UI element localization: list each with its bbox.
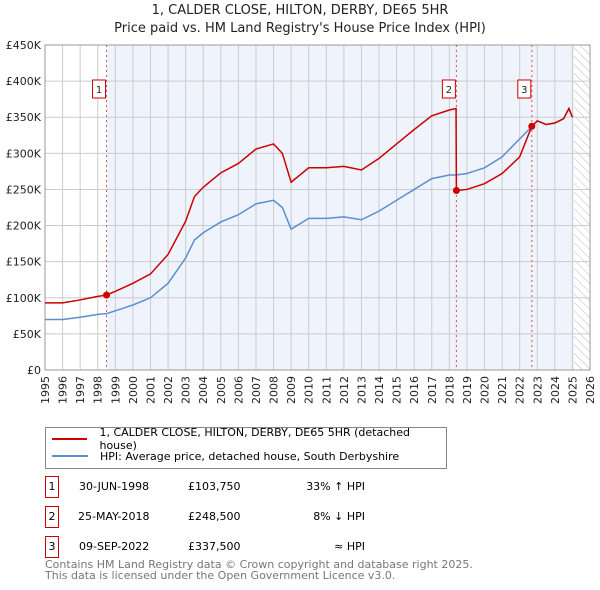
y-tick-label: £50K xyxy=(13,328,42,341)
x-tick-label: 2021 xyxy=(496,376,509,404)
x-tick-label: 2019 xyxy=(461,376,474,404)
x-tick-label: 2004 xyxy=(197,376,210,404)
sale-label: 1 xyxy=(96,85,102,96)
y-tick-label: £200K xyxy=(6,220,42,233)
sale-price: £248,500 xyxy=(188,510,241,523)
x-tick-label: 2010 xyxy=(303,376,316,404)
sale-date: 25-MAY-2018 xyxy=(78,510,150,523)
sale-label: 3 xyxy=(521,85,527,96)
x-tick-label: 2001 xyxy=(144,376,157,404)
plot-border xyxy=(44,44,591,371)
y-tick-label: £350K xyxy=(6,111,42,124)
x-tick-label: 2000 xyxy=(127,376,140,404)
legend-label: HPI: Average price, detached house, Sout… xyxy=(100,449,400,463)
x-tick-label: 1997 xyxy=(74,376,87,404)
sale-row-2: 2 25-MAY-2018 £248,500 8% ↓ HPI xyxy=(45,506,405,528)
legend-label: 1, CALDER CLOSE, HILTON, DERBY, DE65 5HR… xyxy=(99,426,411,452)
hpi-line xyxy=(45,106,574,321)
x-tick-label: 2015 xyxy=(391,376,404,404)
x-tick-label: 2018 xyxy=(443,376,456,404)
sale-label: 2 xyxy=(446,85,452,96)
shaded-region xyxy=(106,45,575,370)
y-tick-label: £150K xyxy=(6,256,42,269)
x-tick-label: 2022 xyxy=(514,376,527,404)
sale-label-box xyxy=(92,79,107,99)
x-tick-label: 2006 xyxy=(232,376,245,404)
chart-legend: 1, CALDER CLOSE, HILTON, DERBY, DE65 5HR… xyxy=(45,426,447,469)
x-tick-label: 2007 xyxy=(250,376,263,404)
sale-hpi: ≈ HPI xyxy=(334,540,365,553)
sale-number: 2 xyxy=(45,506,59,528)
sale-hpi: 8% ↓ HPI xyxy=(313,510,365,523)
sale-date: 09-SEP-2022 xyxy=(79,540,150,553)
x-tick-label: 2005 xyxy=(215,376,228,404)
x-tick-label: 1999 xyxy=(109,376,122,404)
footer-copyright: Contains HM Land Registry data © Crown c… xyxy=(45,558,473,571)
x-tick-label: 2008 xyxy=(268,376,281,404)
x-tick-label: 2011 xyxy=(320,376,333,404)
sale-hpi: 33% ↑ HPI xyxy=(306,480,365,493)
x-tick-label: 1996 xyxy=(57,376,70,404)
sale-price: £337,500 xyxy=(188,540,241,553)
y-tick-label: £400K xyxy=(6,75,42,88)
y-tick-label: £0 xyxy=(27,364,41,377)
x-tick-label: 2003 xyxy=(180,376,193,404)
x-tick-label: 1995 xyxy=(39,376,52,404)
x-tick-label: 2002 xyxy=(162,376,175,404)
sale-label-box xyxy=(517,79,532,99)
x-tick-label: 2023 xyxy=(531,376,544,404)
sale-point xyxy=(528,122,536,130)
x-tick-label: 1998 xyxy=(92,376,105,404)
legend-item-hpi: HPI: Average price, detached house, Sout… xyxy=(52,448,399,464)
sale-price: £103,750 xyxy=(188,480,241,493)
sale-number: 3 xyxy=(45,536,59,558)
x-tick-label: 2024 xyxy=(549,376,562,404)
x-tick-label: 2020 xyxy=(479,376,492,404)
y-tick-label: £300K xyxy=(6,147,42,160)
x-tick-label: 2017 xyxy=(426,376,439,404)
chart-subtitle: Price paid vs. HM Land Registry's House … xyxy=(114,21,486,36)
x-tick-label: 2026 xyxy=(584,376,597,404)
footer: Contains HM Land Registry data © Crown c… xyxy=(45,559,473,581)
legend-swatch-blue xyxy=(52,455,88,457)
y-tick-label: £100K xyxy=(6,292,42,305)
x-tick-label: 2012 xyxy=(338,376,351,404)
y-tick-label: £450K xyxy=(6,39,42,52)
sale-date: 30-JUN-1998 xyxy=(79,480,150,493)
property-price-line xyxy=(45,106,574,304)
y-tick-label: £250K xyxy=(6,183,42,196)
x-tick-label: 2009 xyxy=(285,376,298,404)
x-tick-label: 2013 xyxy=(355,376,368,404)
x-tick-label: 2025 xyxy=(566,376,579,404)
chart-title: 1, CALDER CLOSE, HILTON, DERBY, DE65 5HR xyxy=(151,3,449,18)
sale-point xyxy=(452,187,460,195)
x-tick-label: 2014 xyxy=(373,376,386,404)
x-tick-label: 2016 xyxy=(408,376,421,404)
sale-label-box xyxy=(441,79,456,99)
sale-row-3: 3 09-SEP-2022 £337,500 ≈ HPI xyxy=(45,536,405,558)
sale-number: 1 xyxy=(45,476,59,498)
legend-item-property: 1, CALDER CLOSE, HILTON, DERBY, DE65 5HR… xyxy=(52,426,446,452)
sale-row-1: 1 30-JUN-1998 £103,750 33% ↑ HPI xyxy=(45,476,405,498)
footer-licence: This data is licensed under the Open Gov… xyxy=(45,569,396,582)
forecast-hatch xyxy=(574,45,590,370)
sale-point xyxy=(103,291,111,299)
price-chart: 1995 1996 1997 1998 1999 2000 2001 2002 2003 2004… xyxy=(6,39,597,404)
legend-swatch-red xyxy=(52,438,88,440)
